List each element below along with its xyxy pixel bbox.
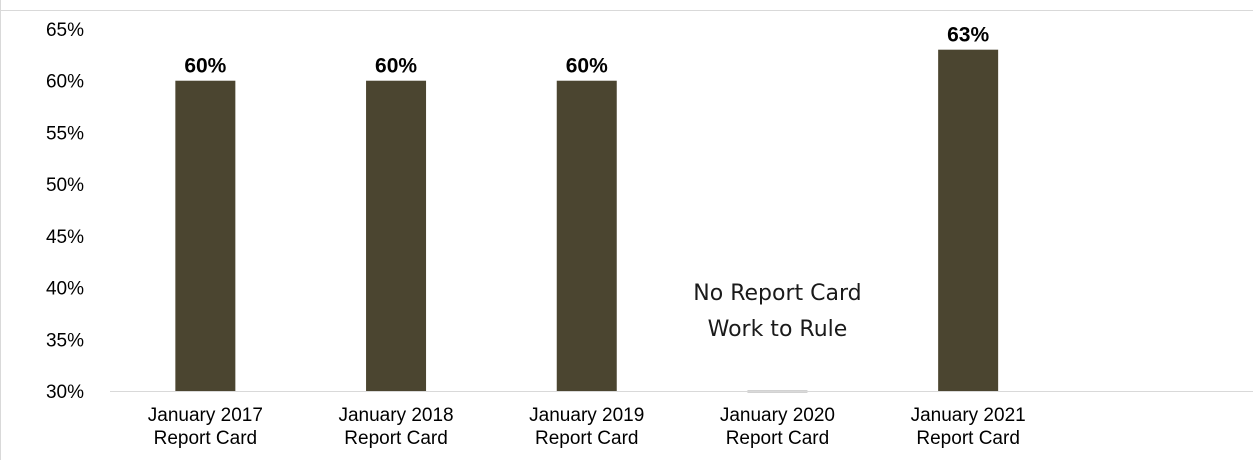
y-tick-label: 60% <box>46 72 84 93</box>
y-tick-label: 35% <box>46 330 84 351</box>
data-label: 60% <box>184 55 226 78</box>
x-tick-label: Report Card <box>344 428 448 449</box>
data-label: 60% <box>375 55 417 78</box>
y-tick-label: 55% <box>46 123 84 144</box>
x-tick-label: January 2020 <box>720 405 835 426</box>
data-label: 60% <box>566 55 608 78</box>
y-tick-label: 30% <box>46 382 84 403</box>
y-tick-label: 45% <box>46 227 84 248</box>
annotation: No Report Card Work to Rule <box>693 281 861 342</box>
x-tick-label: January 2019 <box>529 405 644 426</box>
data-label: 63% <box>947 24 989 47</box>
x-tick-label: Report Card <box>154 428 258 449</box>
bar <box>938 49 999 391</box>
y-tick-label: 40% <box>46 279 84 300</box>
bar <box>366 80 427 391</box>
x-tick-label: January 2021 <box>911 405 1026 426</box>
x-tick-label: Report Card <box>726 428 830 449</box>
data-labels: 60% 60% 60% 63% <box>184 24 989 78</box>
annotation-text: Work to Rule <box>708 317 848 342</box>
y-tick-label: 50% <box>46 175 84 196</box>
bar <box>556 80 617 391</box>
x-tick-label: January 2017 <box>148 405 263 426</box>
x-tick-label: Report Card <box>916 428 1020 449</box>
y-axis: 30% 35% 40% 45% 50% 55% 60% 65% <box>46 20 84 403</box>
annotation-text: No Report Card <box>693 281 861 306</box>
bar <box>175 80 236 391</box>
x-tick-label: Report Card <box>535 428 639 449</box>
bars <box>175 49 999 393</box>
x-tick-label: January 2018 <box>338 405 453 426</box>
y-tick-label: 65% <box>46 20 84 41</box>
